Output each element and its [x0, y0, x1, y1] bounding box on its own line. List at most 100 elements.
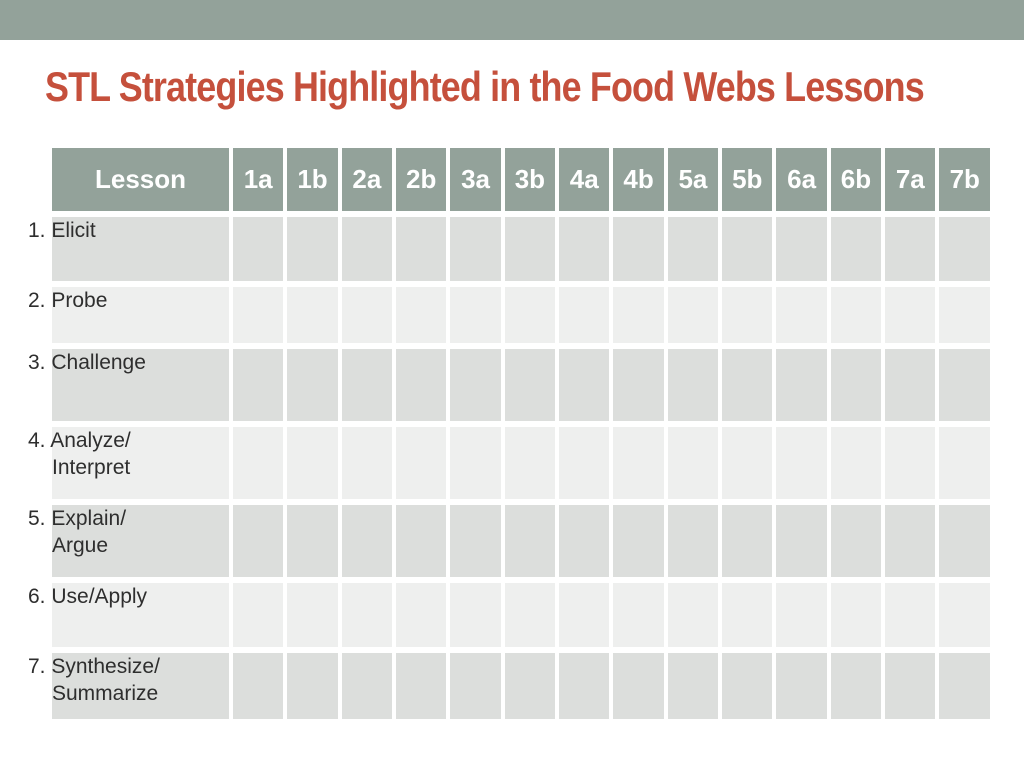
table-cell-empty	[885, 505, 936, 577]
table-cell-empty	[830, 653, 882, 719]
table-cell-empty	[396, 583, 447, 647]
table-cell-empty	[233, 427, 284, 499]
table-cell-empty	[233, 217, 284, 281]
column-header-4a: 4a	[559, 148, 610, 211]
table-cell-empty	[776, 583, 827, 647]
column-header-4b: 4b	[613, 148, 664, 211]
table-cell-empty	[504, 583, 556, 647]
table-cell-empty	[885, 427, 936, 499]
row-label-analyze-interpret: 4. Analyze/ Interpret	[28, 427, 229, 499]
column-header-6b: 6b	[830, 148, 882, 211]
table-cell-empty	[667, 287, 719, 343]
column-header-7b: 7b	[939, 148, 990, 211]
table-cell-empty	[939, 217, 990, 281]
table-cell-empty	[667, 505, 719, 577]
table-cell-empty	[830, 287, 882, 343]
table-cell-empty	[450, 653, 501, 719]
table-cell-empty	[830, 217, 882, 281]
table-cell-empty	[776, 349, 827, 421]
table-row-challenge: 3. Challenge	[28, 349, 990, 421]
table-cell-empty	[450, 349, 501, 421]
table-cell-empty	[396, 287, 447, 343]
table-cell-empty	[613, 583, 664, 647]
table-row-use-apply: 6. Use/Apply	[28, 583, 990, 647]
table-cell-empty	[776, 427, 827, 499]
table-cell-empty	[776, 653, 827, 719]
table-cell-empty	[885, 653, 936, 719]
table-cell-empty	[287, 653, 338, 719]
row-label-elicit: 1. Elicit	[28, 217, 229, 281]
table-cell-empty	[667, 217, 719, 281]
table-cell-empty	[341, 287, 393, 343]
row-label-synthesize-summarize: 7. Synthesize/ Summarize	[28, 653, 229, 719]
column-header-2b: 2b	[396, 148, 447, 211]
table-cell-empty	[504, 287, 556, 343]
table-cell-empty	[830, 349, 882, 421]
table-cell-empty	[341, 217, 393, 281]
table-cell-empty	[396, 653, 447, 719]
table-cell-empty	[613, 217, 664, 281]
table-cell-empty	[396, 349, 447, 421]
table-cell-empty	[613, 287, 664, 343]
column-header-5a: 5a	[667, 148, 719, 211]
table-cell-empty	[396, 217, 447, 281]
table-cell-empty	[396, 505, 447, 577]
table-cell-empty	[559, 287, 610, 343]
row-label-use-apply: 6. Use/Apply	[28, 583, 229, 647]
table-cell-empty	[559, 653, 610, 719]
table-cell-empty	[776, 287, 827, 343]
table-cell-empty	[287, 349, 338, 421]
table-row-elicit: 1. Elicit	[28, 217, 990, 281]
table-cell-empty	[450, 287, 501, 343]
table-cell-empty	[722, 583, 773, 647]
table-row-synthesize-summarize: 7. Synthesize/ Summarize	[28, 653, 990, 719]
table-row-analyze-interpret: 4. Analyze/ Interpret	[28, 427, 990, 499]
table-cell-empty	[341, 427, 393, 499]
column-header-lesson: Lesson	[52, 148, 229, 211]
table-cell-empty	[233, 505, 284, 577]
row-label-probe: 2. Probe	[28, 287, 229, 343]
table-cell-empty	[830, 505, 882, 577]
table-cell-empty	[722, 427, 773, 499]
table-cell-empty	[667, 653, 719, 719]
table-cell-empty	[885, 287, 936, 343]
table-cell-empty	[830, 583, 882, 647]
stl-strategies-table: Lesson 1a 1b 2a 2b 3a 3b 4a 4b 5a 5b 6a …	[28, 142, 994, 725]
table-cell-empty	[450, 583, 501, 647]
table-cell-empty	[885, 583, 936, 647]
table-cell-empty	[450, 217, 501, 281]
row-label-challenge: 3. Challenge	[28, 349, 229, 421]
table-cell-empty	[341, 583, 393, 647]
table-cell-empty	[233, 349, 284, 421]
table-cell-empty	[559, 505, 610, 577]
table-header-row: Lesson 1a 1b 2a 2b 3a 3b 4a 4b 5a 5b 6a …	[52, 148, 990, 211]
table-cell-empty	[287, 583, 338, 647]
table-cell-empty	[559, 427, 610, 499]
table-cell-empty	[287, 427, 338, 499]
table-container: Lesson 1a 1b 2a 2b 3a 3b 4a 4b 5a 5b 6a …	[28, 142, 994, 725]
table-cell-empty	[885, 217, 936, 281]
column-header-3a: 3a	[450, 148, 501, 211]
table-cell-empty	[939, 287, 990, 343]
table-cell-empty	[776, 505, 827, 577]
column-header-7a: 7a	[885, 148, 936, 211]
row-label-explain-argue: 5. Explain/ Argue	[28, 505, 229, 577]
table-cell-empty	[233, 653, 284, 719]
table-cell-empty	[504, 505, 556, 577]
table-cell-empty	[341, 505, 393, 577]
column-header-2a: 2a	[341, 148, 393, 211]
table-cell-empty	[722, 217, 773, 281]
table-cell-empty	[559, 583, 610, 647]
table-cell-empty	[613, 505, 664, 577]
table-cell-empty	[233, 287, 284, 343]
table-cell-empty	[559, 217, 610, 281]
table-cell-empty	[287, 287, 338, 343]
table-row-probe: 2. Probe	[28, 287, 990, 343]
table-cell-empty	[722, 287, 773, 343]
table-cell-empty	[939, 653, 990, 719]
table-cell-empty	[722, 653, 773, 719]
table-cell-empty	[613, 427, 664, 499]
table-cell-empty	[667, 427, 719, 499]
column-header-1b: 1b	[287, 148, 338, 211]
